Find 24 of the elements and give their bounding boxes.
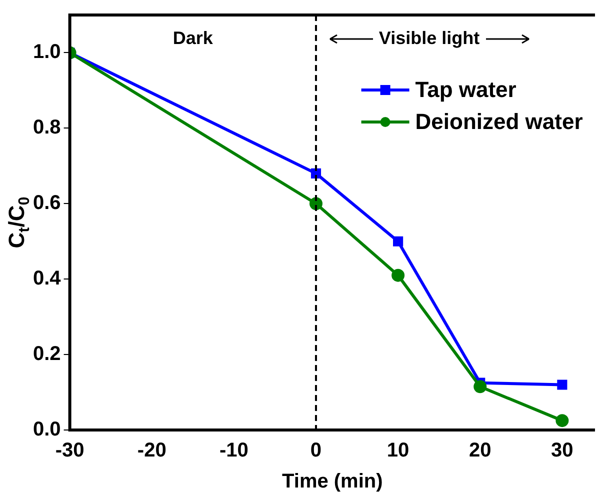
- y-tick-label: 1.0: [32, 41, 61, 64]
- x-tick-label: 10: [386, 440, 410, 462]
- point: [392, 268, 405, 282]
- legend-label: Deionized water: [415, 109, 584, 134]
- point: [474, 380, 487, 394]
- y-tick-label: 0.6: [32, 192, 61, 214]
- x-tick-label: -10: [219, 440, 248, 462]
- y-tick-label: 0.2: [32, 343, 61, 366]
- y-tick-label: 0.0: [32, 418, 61, 441]
- annotation: Dark: [172, 28, 214, 48]
- y-tick-label: 0.4: [32, 268, 62, 290]
- point: [557, 380, 568, 390]
- legend-label: Tap water: [415, 77, 517, 102]
- x-tick-label: 20: [468, 440, 492, 462]
- x-axis-title: Time (min): [282, 470, 383, 493]
- annotation: Visible light: [378, 28, 480, 48]
- y-axis-title: Ct/C0: [4, 196, 33, 248]
- x-tick-label: 0: [310, 440, 322, 462]
- point: [393, 236, 404, 246]
- x-tick-label: -30: [55, 440, 84, 462]
- y-tick-label: 0.8: [32, 116, 61, 139]
- point: [556, 414, 569, 428]
- x-tick-label: -20: [137, 440, 166, 462]
- x-tick-label: 30: [551, 440, 574, 462]
